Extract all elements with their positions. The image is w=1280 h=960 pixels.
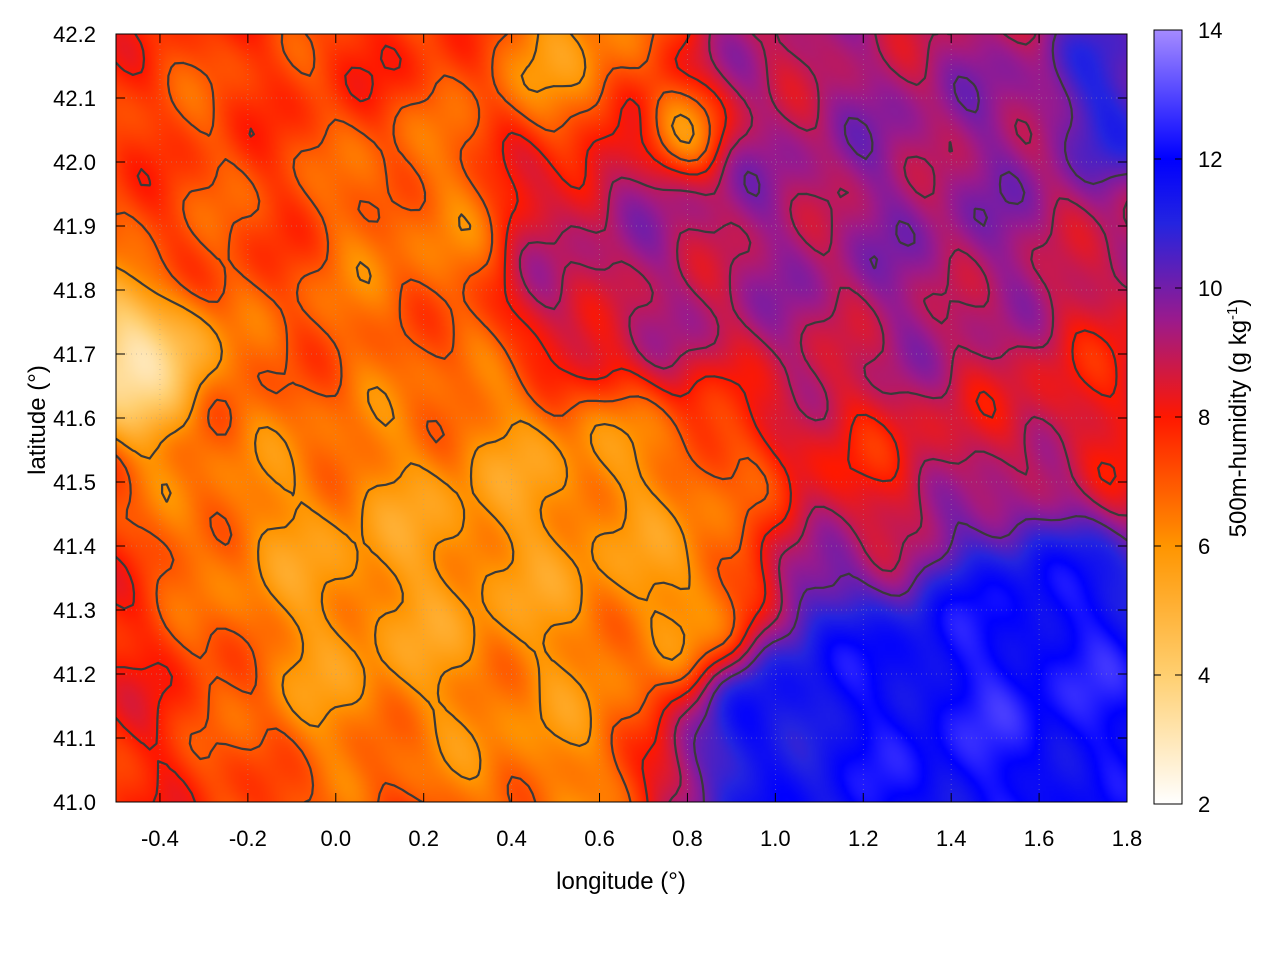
y-tick-label: 41.6: [53, 406, 96, 431]
x-tick-label: -0.2: [229, 826, 267, 851]
y-tick-label: 41.8: [53, 278, 96, 303]
colorbar-tick-label: 12: [1198, 147, 1222, 172]
x-tick-label: 1.4: [936, 826, 967, 851]
x-tick-label: 1.2: [848, 826, 879, 851]
x-tick-label: -0.4: [141, 826, 179, 851]
contour-line: [518, 34, 1127, 802]
colorbar-tick-label: 4: [1198, 663, 1210, 688]
x-axis-title: longitude (°): [556, 868, 686, 895]
colorbar-title-sup: -1: [1224, 307, 1241, 320]
colorbar-tick-label: 6: [1198, 534, 1210, 559]
x-tick-label: 0.2: [408, 826, 439, 851]
colorbar-tick-label: 8: [1198, 405, 1210, 430]
colorbar-title: 500m-humidity (g kg-1): [1224, 299, 1252, 538]
y-tick-label: 41.4: [53, 534, 96, 559]
contour-line: [116, 34, 769, 802]
y-axis: 41.0 41.1 41.2 41.3 41.4 41.5 41.6 41.7 41.8 41.9…: [53, 22, 1127, 815]
y-tick-label: 41.3: [53, 598, 96, 623]
contour-line: [693, 34, 1127, 802]
plot-area: [116, 34, 1127, 802]
x-tick-label: 0.6: [584, 826, 615, 851]
y-tick-label: 42.0: [53, 150, 96, 175]
x-tick-label: 0.4: [496, 826, 527, 851]
y-tick-label: 41.0: [53, 790, 96, 815]
y-tick-label: 41.5: [53, 470, 96, 495]
x-tick-label: 1.6: [1024, 826, 1055, 851]
y-tick-label: 41.7: [53, 342, 96, 367]
colorbar-tick-label: 14: [1198, 18, 1222, 43]
y-axis-title: latitude (°): [24, 365, 51, 475]
colorbar-tick-label: 10: [1198, 276, 1222, 301]
x-tick-label: 0.0: [320, 826, 351, 851]
x-tick-label: 0.8: [672, 826, 703, 851]
y-tick-label: 41.2: [53, 662, 96, 687]
colorbar-title-end: ): [1225, 299, 1252, 307]
contour-line: [116, 34, 1118, 802]
y-tick-label: 41.9: [53, 214, 96, 239]
x-axis: -0.4 -0.2 0.0 0.2 0.4 0.6 0.8 1.0 1.2 1.4 1.6 1.8: [141, 34, 1142, 851]
x-tick-label: 1.0: [760, 826, 791, 851]
y-tick-label: 41.1: [53, 726, 96, 751]
y-tick-label: 42.2: [53, 22, 96, 47]
colorbar-title-main: 500m-humidity (g kg: [1225, 320, 1252, 537]
contour-line: [116, 34, 695, 781]
y-tick-label: 42.1: [53, 86, 96, 111]
x-tick-label: 1.8: [1112, 826, 1143, 851]
colorbar-tick-label: 2: [1198, 792, 1210, 817]
colorbar-ticks: 2 4 6 8 10 12 14: [1154, 18, 1222, 817]
contour-lines: [116, 34, 1127, 802]
